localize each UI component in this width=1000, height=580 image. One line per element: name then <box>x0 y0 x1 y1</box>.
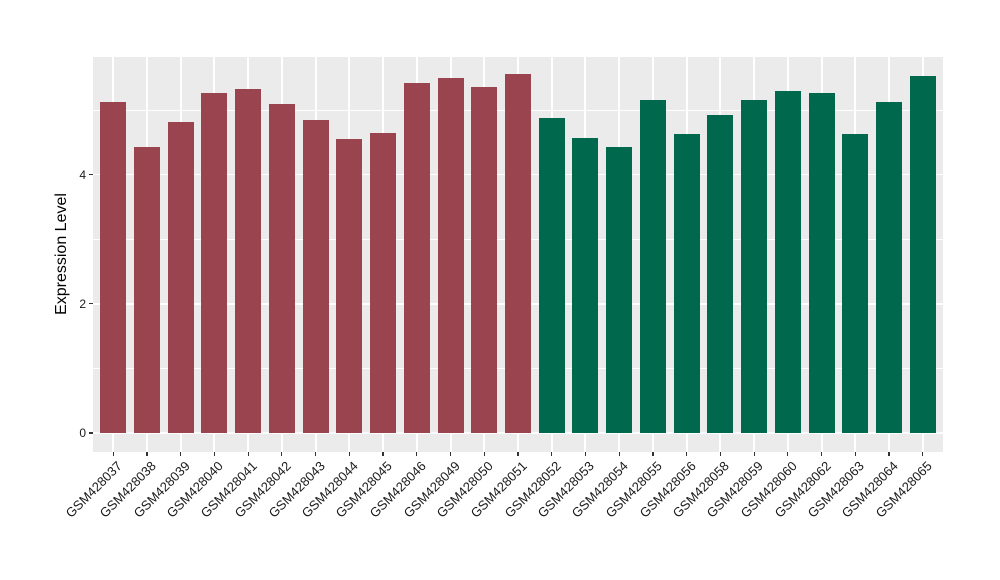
bar-GSM428049 <box>437 77 464 433</box>
bar-GSM428050 <box>471 87 498 433</box>
y-tick-mark <box>89 432 93 434</box>
x-tick-mark <box>416 452 418 456</box>
plot-panel <box>93 57 943 452</box>
bar-GSM428051 <box>505 73 531 433</box>
bar-GSM428040 <box>201 93 228 433</box>
bar-GSM428046 <box>403 82 430 433</box>
x-tick-mark <box>618 452 620 456</box>
x-tick-mark <box>281 452 283 456</box>
y-tick-mark <box>89 174 93 176</box>
bar-GSM428054 <box>606 147 633 433</box>
x-tick-mark <box>213 452 216 456</box>
x-tick-mark <box>180 452 182 456</box>
x-tick-mark <box>922 452 924 456</box>
bar-GSM428053 <box>572 137 599 433</box>
x-tick-mark <box>551 452 553 456</box>
bar-GSM428039 <box>167 121 194 433</box>
bar-GSM428041 <box>235 88 262 433</box>
bar-GSM428062 <box>808 92 835 433</box>
x-tick-mark <box>247 452 249 456</box>
x-tick-mark <box>112 452 114 456</box>
y-tick-label: 0 <box>79 426 86 440</box>
bar-GSM428064 <box>876 101 903 433</box>
bar-GSM428044 <box>336 139 363 433</box>
x-tick-mark <box>315 452 317 456</box>
x-tick-mark <box>888 452 890 456</box>
x-tick-mark <box>820 452 823 456</box>
bar-GSM428065 <box>909 75 936 433</box>
bar-GSM428056 <box>673 133 700 433</box>
bar-GSM428055 <box>639 99 666 433</box>
y-tick-mark <box>89 303 93 305</box>
x-tick-mark <box>146 452 148 456</box>
x-tick-mark <box>382 452 384 456</box>
x-tick-mark <box>787 452 789 456</box>
bar-GSM428063 <box>842 133 869 433</box>
bar-GSM428038 <box>133 147 160 433</box>
y-axis-title: Expression Level <box>53 193 70 315</box>
x-tick-mark <box>517 452 519 456</box>
x-tick-mark <box>652 452 654 456</box>
bar-GSM428037 <box>100 102 127 433</box>
x-tick-mark <box>854 452 856 456</box>
bar-GSM428059 <box>741 100 768 433</box>
bar-GSM428043 <box>302 119 329 433</box>
x-tick-mark <box>753 452 755 456</box>
bar-GSM428045 <box>370 132 397 433</box>
bar-GSM428060 <box>774 91 801 433</box>
x-tick-mark <box>584 452 587 456</box>
y-tick-label: 4 <box>79 167 86 182</box>
y-tick-label: 2 <box>79 296 86 311</box>
bar-GSM428058 <box>707 114 734 433</box>
x-tick-mark <box>686 452 688 456</box>
x-tick-mark <box>449 452 452 456</box>
bar-GSM428052 <box>538 117 565 433</box>
gridline-major <box>93 432 943 434</box>
x-tick-mark <box>348 452 350 456</box>
x-tick-mark <box>719 452 721 456</box>
x-tick-mark <box>483 452 485 456</box>
bar-GSM428042 <box>268 103 295 433</box>
